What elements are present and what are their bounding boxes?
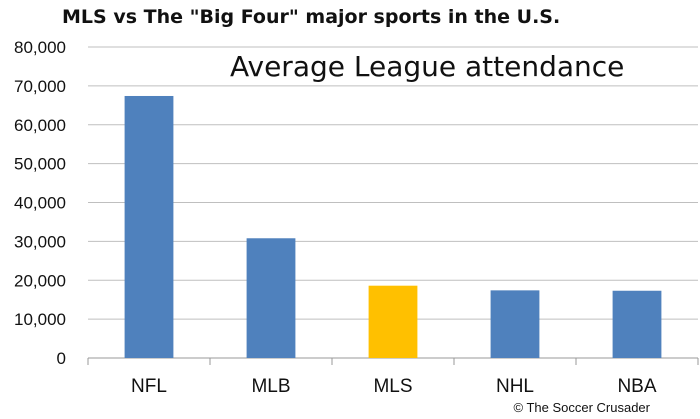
bar-nba xyxy=(612,290,662,358)
y-tick-label: 80,000 xyxy=(14,38,66,57)
y-tick-label: 10,000 xyxy=(14,310,66,329)
chart-title: MLS vs The "Big Four" major sports in th… xyxy=(62,6,561,28)
y-tick-label: 20,000 xyxy=(14,271,66,290)
y-tick-label: 0 xyxy=(57,349,66,368)
bar-mlb xyxy=(246,238,296,358)
x-category-label: MLB xyxy=(251,376,290,397)
chart-subtitle: Average League attendance xyxy=(230,50,625,83)
y-tick-label: 70,000 xyxy=(14,77,66,96)
x-category-label: NFL xyxy=(131,376,167,397)
y-tick-label: 50,000 xyxy=(14,155,66,174)
bar-mls xyxy=(368,285,418,358)
x-category-label: NBA xyxy=(617,376,656,397)
y-tick-label: 30,000 xyxy=(14,232,66,251)
x-category-label: MLS xyxy=(373,376,412,397)
bar-nhl xyxy=(490,290,540,358)
y-tick-label: 60,000 xyxy=(14,116,66,135)
x-category-label: NHL xyxy=(496,376,534,397)
bar-nfl xyxy=(124,95,174,359)
copyright-credit: © The Soccer Crusader xyxy=(513,400,650,415)
y-tick-label: 40,000 xyxy=(14,194,66,213)
